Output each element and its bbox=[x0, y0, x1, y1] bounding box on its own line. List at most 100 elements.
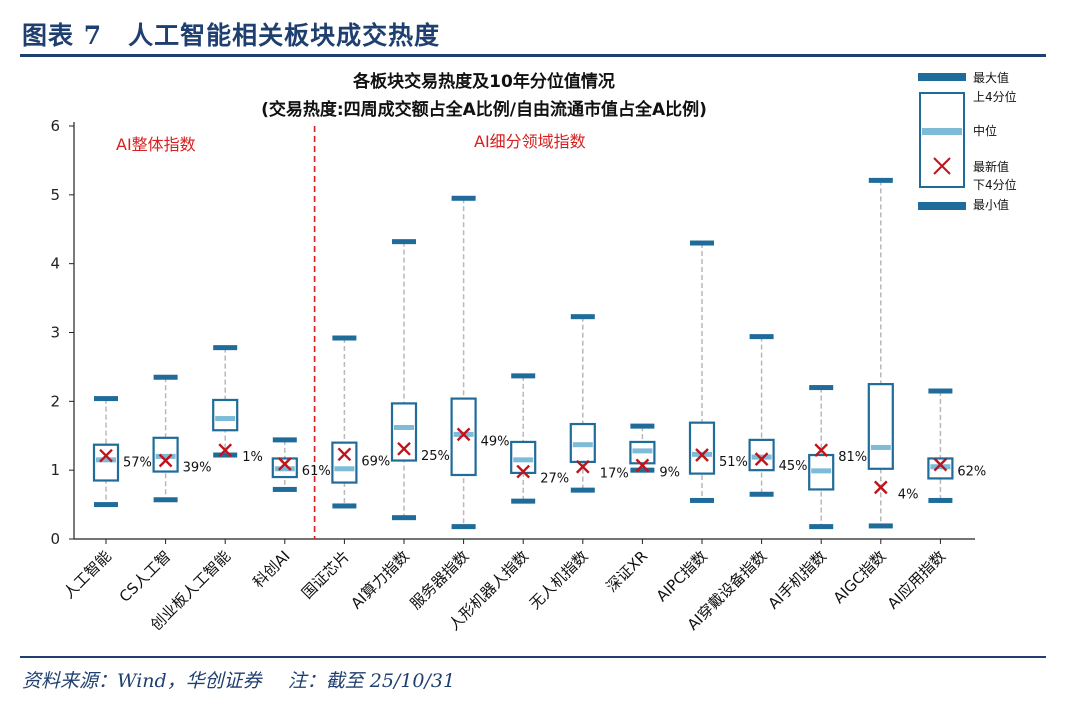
percentile-label: 45% bbox=[779, 459, 808, 474]
box-group: 49% bbox=[450, 195, 510, 530]
legend-min-swatch bbox=[918, 202, 966, 210]
top-rule bbox=[20, 54, 1046, 57]
min-cap bbox=[809, 524, 834, 530]
max-cap bbox=[690, 240, 714, 246]
percentile-label: 62% bbox=[957, 465, 986, 480]
min-cap bbox=[630, 467, 655, 473]
min-cap bbox=[153, 497, 178, 503]
box-group: 25% bbox=[390, 239, 450, 521]
percentile-label: 49% bbox=[481, 434, 510, 449]
x-tick-label: AI算力指数 bbox=[347, 547, 413, 613]
median-bar bbox=[334, 466, 355, 472]
legend-latest-swatch bbox=[933, 157, 951, 175]
note-text: 注：截至 25/10/31 bbox=[287, 670, 456, 692]
y-tick-label: 3 bbox=[50, 324, 60, 342]
latest-marker bbox=[99, 448, 113, 463]
latest-marker bbox=[277, 457, 292, 471]
boxplot-chart: 各板块交易热度及10年分位值情况 (交易热度:四周成交额占全A比例/自由流通市值… bbox=[50, 70, 1017, 634]
section-label-ai-subsector: AI细分领域指数 bbox=[474, 132, 586, 151]
figure-title: 图表 7 人工智能相关板块成交热度 bbox=[22, 21, 441, 50]
chart-title-line2: (交易热度:四周成交额占全A比例/自由流通市值占全A比例) bbox=[261, 99, 707, 120]
chart-title-line1: 各板块交易热度及10年分位值情况 bbox=[352, 71, 615, 92]
max-cap bbox=[511, 373, 536, 379]
boxes-layer: 57% 39% 1% 61% 69% 25% 49% 27% 17% 9% 51% 45% 81% 4% 6… bbox=[92, 177, 986, 530]
min-cap bbox=[272, 486, 297, 492]
max-cap bbox=[570, 314, 595, 320]
y-tick-label: 4 bbox=[50, 255, 60, 273]
median-bar bbox=[572, 442, 593, 448]
min-cap bbox=[213, 452, 238, 458]
latest-marker bbox=[873, 480, 888, 495]
percentile-label: 51% bbox=[719, 455, 748, 470]
x-tick-label: 人工智能 bbox=[60, 547, 115, 602]
legend-q3-label: 上4分位 bbox=[973, 89, 1017, 104]
min-cap bbox=[928, 497, 953, 503]
box-group: 45% bbox=[748, 334, 808, 497]
median-bar bbox=[215, 416, 236, 422]
legend-max-swatch bbox=[918, 73, 966, 81]
section-label-ai-overall: AI整体指数 bbox=[116, 135, 196, 154]
x-tick-label: 无人机指数 bbox=[526, 547, 592, 613]
box-group: 62% bbox=[927, 388, 986, 503]
max-cap bbox=[809, 385, 834, 391]
legend-q1-label: 下4分位 bbox=[973, 177, 1017, 192]
legend-max-label: 最大值 bbox=[973, 70, 1009, 85]
iqr-box bbox=[92, 443, 120, 482]
box-group: 27% bbox=[510, 373, 569, 504]
median-bar bbox=[96, 457, 116, 463]
y-tick-label: 6 bbox=[50, 117, 60, 135]
latest-marker bbox=[635, 458, 650, 473]
y-tick-label: 5 bbox=[50, 186, 60, 204]
percentile-label: 61% bbox=[302, 464, 331, 479]
median-bar bbox=[394, 424, 414, 430]
min-cap bbox=[749, 491, 774, 497]
x-tick-label: 深证XR bbox=[603, 547, 652, 596]
median-bar bbox=[930, 464, 951, 470]
max-cap bbox=[332, 335, 357, 341]
median-bar bbox=[274, 466, 295, 472]
max-cap bbox=[868, 177, 893, 183]
min-cap bbox=[451, 524, 476, 530]
min-cap bbox=[94, 502, 118, 508]
percentile-label: 17% bbox=[600, 467, 629, 482]
percentile-label: 81% bbox=[838, 450, 867, 465]
box-group: 17% bbox=[569, 314, 629, 493]
latest-marker bbox=[695, 448, 709, 462]
box-group: 9% bbox=[629, 423, 680, 480]
median-bar bbox=[751, 454, 772, 460]
latest-marker bbox=[218, 443, 233, 458]
percentile-label: 69% bbox=[361, 454, 390, 469]
min-cap bbox=[392, 515, 416, 521]
box-group: 1% bbox=[212, 345, 263, 465]
box-group: 39% bbox=[152, 374, 212, 503]
box-group: 4% bbox=[867, 177, 918, 529]
max-cap bbox=[94, 396, 118, 402]
box-group: 57% bbox=[92, 396, 152, 508]
min-cap bbox=[690, 497, 714, 503]
max-cap bbox=[451, 195, 476, 201]
percentile-label: 25% bbox=[421, 449, 450, 464]
iqr-box bbox=[688, 421, 716, 475]
legend-box-swatch bbox=[919, 92, 965, 188]
percentile-label: 9% bbox=[659, 465, 680, 480]
x-tick-label: AIPC指数 bbox=[653, 547, 711, 605]
percentile-label: 27% bbox=[540, 472, 569, 487]
y-tick-label: 0 bbox=[50, 530, 60, 548]
min-cap bbox=[570, 487, 595, 493]
latest-marker bbox=[814, 443, 829, 458]
max-cap bbox=[153, 374, 178, 380]
iqr-box bbox=[867, 383, 894, 470]
latest-marker bbox=[575, 459, 590, 474]
y-tick-label: 2 bbox=[50, 392, 60, 410]
median-bar bbox=[155, 453, 176, 459]
x-tick-label: 国证芯片 bbox=[298, 547, 353, 602]
iqr-box bbox=[390, 402, 418, 462]
latest-marker bbox=[933, 457, 948, 472]
latest-marker bbox=[158, 453, 173, 468]
max-cap bbox=[392, 239, 416, 245]
median-bar bbox=[870, 444, 891, 450]
median-bar bbox=[632, 448, 653, 454]
x-tick-label: AIGC指数 bbox=[830, 547, 890, 607]
iqr-box bbox=[331, 441, 358, 484]
